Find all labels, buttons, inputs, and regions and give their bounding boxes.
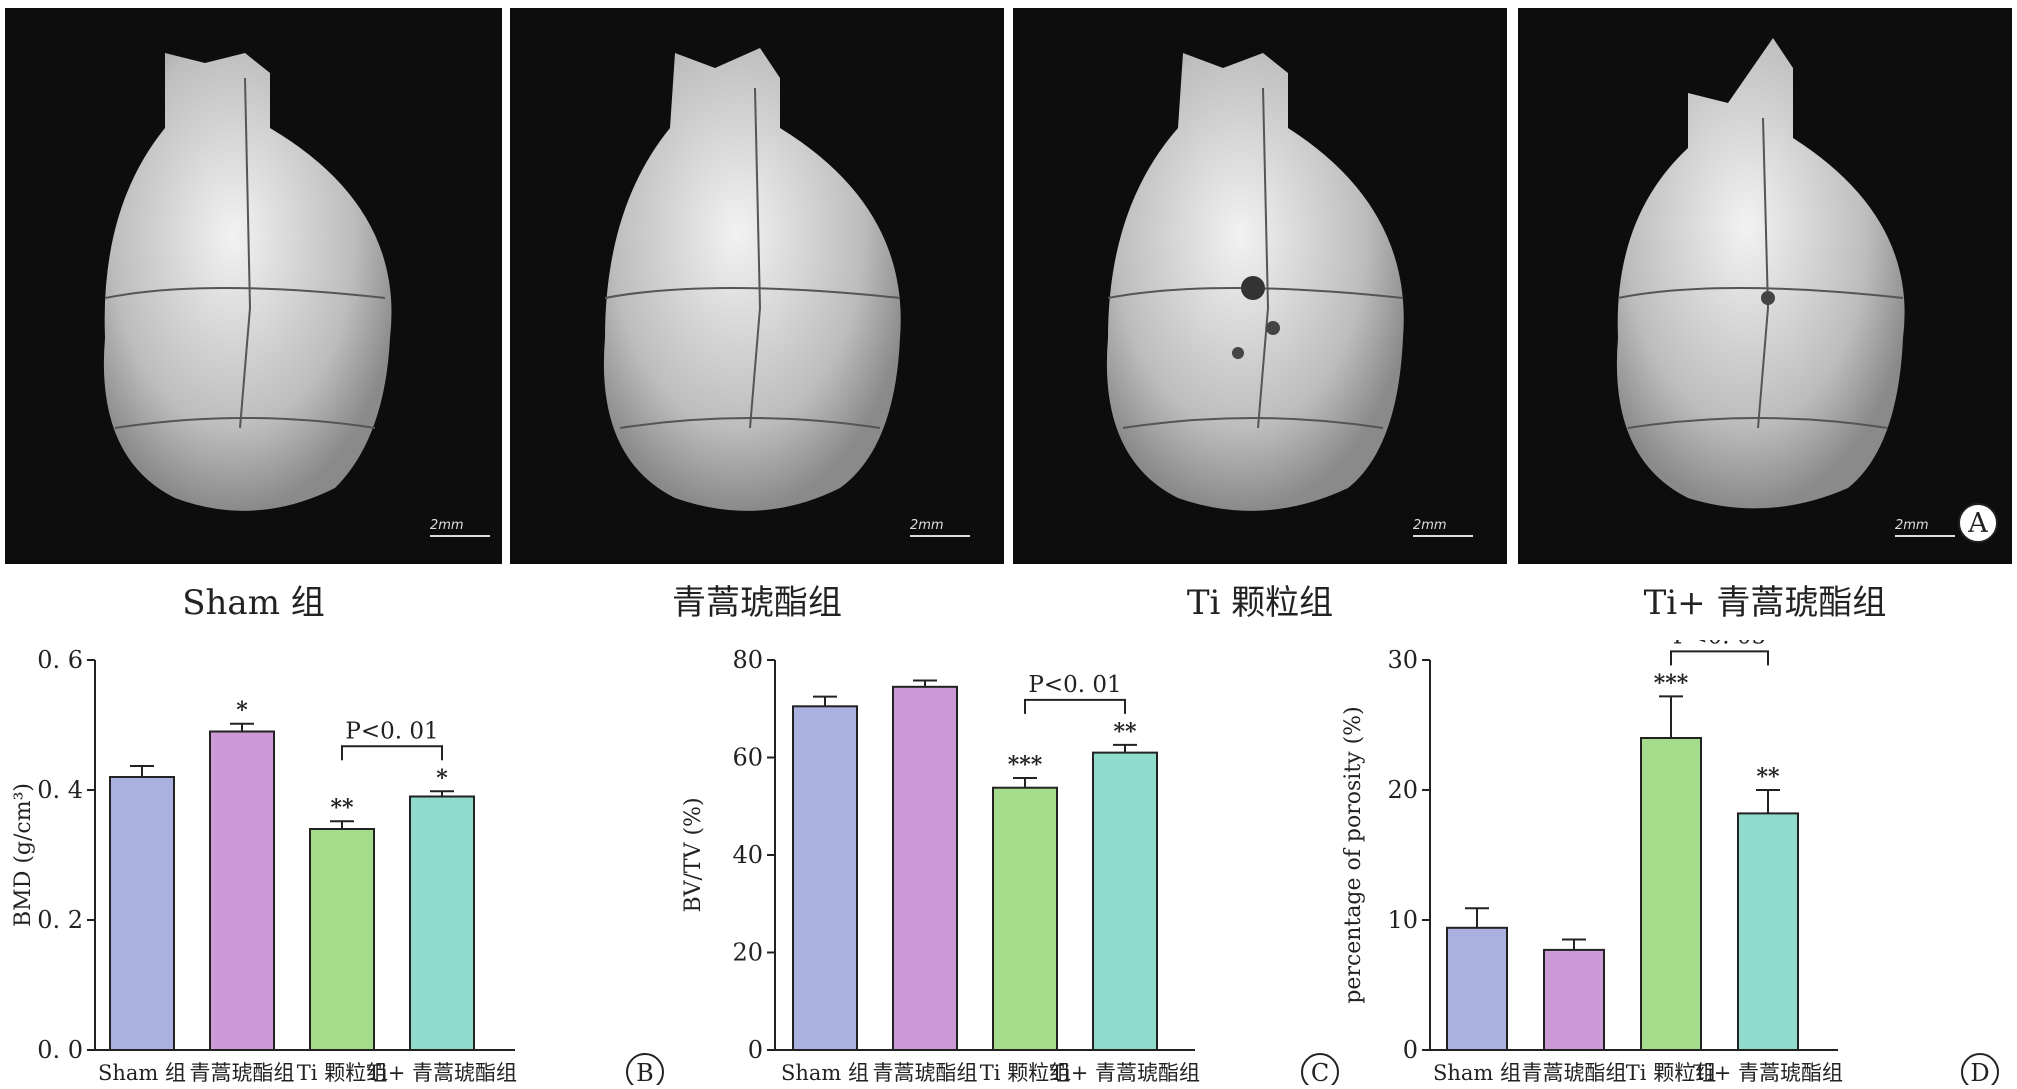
scale-bar: 2mm bbox=[1413, 518, 1473, 537]
bar bbox=[209, 730, 275, 1051]
significance-marker: * bbox=[436, 765, 448, 791]
image-caption-artesunate: 青蒿琥酯组 bbox=[672, 583, 842, 623]
significance-marker: *** bbox=[1008, 752, 1043, 778]
significance-marker: *** bbox=[1654, 670, 1689, 696]
skull-render bbox=[103, 53, 392, 511]
panel-label: B bbox=[636, 1059, 654, 1085]
bracket-label: P<0. 01 bbox=[345, 718, 438, 744]
category-label: Ti 颗粒组 bbox=[297, 1061, 387, 1085]
y-tick-label: 0. 6 bbox=[37, 646, 83, 674]
y-tick-label: 0. 2 bbox=[37, 906, 83, 934]
panel-label-badge bbox=[626, 1053, 664, 1089]
bar-chart-bv-tv: 0 20 40 60 80 BV/TV (%) Sham 组青蒿琥酯组 *** Ti 颗粒组 **… bbox=[681, 646, 1339, 1089]
y-tick-label: 0. 0 bbox=[37, 1036, 83, 1064]
category-label: Ti 颗粒组 bbox=[1626, 1061, 1716, 1085]
micro-ct-image-sham bbox=[5, 8, 502, 564]
category-label: Ti+ 青蒿琥酯组 bbox=[367, 1061, 517, 1085]
panel-label-badge bbox=[1961, 1053, 1999, 1089]
y-tick-label: 10 bbox=[1387, 906, 1418, 934]
bar bbox=[1446, 926, 1508, 1051]
y-tick-label: 0 bbox=[1403, 1036, 1418, 1064]
bar-chart-porosity: 0 10 20 30 percentage of porosity (%) Sham 组青… bbox=[1341, 623, 1999, 1089]
bracket-label: P<0. 01 bbox=[1028, 672, 1121, 698]
y-tick-label: 60 bbox=[732, 744, 763, 772]
bar bbox=[1737, 812, 1799, 1051]
scale-bar: 2mm bbox=[430, 518, 490, 537]
category-label: 青蒿琥酯组 bbox=[190, 1061, 295, 1085]
bar bbox=[1640, 737, 1702, 1051]
y-tick-label: 40 bbox=[732, 841, 763, 869]
y-tick-label: 80 bbox=[732, 646, 763, 674]
category-label: 青蒿琥酯组 bbox=[873, 1061, 978, 1085]
category-label: Sham 组 bbox=[1433, 1061, 1521, 1085]
category-label: 青蒿琥酯组 bbox=[1522, 1061, 1627, 1085]
bar bbox=[992, 786, 1058, 1051]
bar bbox=[1092, 751, 1158, 1051]
y-axis-label: BV/TV (%) bbox=[681, 797, 706, 912]
chart-bmd: 0. 0 0. 2 0. 4 0. 6 BMD (g/cm³) Sham 组 * 青蒿琥酯组 *… bbox=[0, 640, 680, 1089]
skull-render bbox=[1106, 53, 1404, 511]
panel-label: D bbox=[1970, 1059, 1989, 1085]
category-label: Sham 组 bbox=[98, 1061, 186, 1085]
significance-marker: ** bbox=[330, 795, 354, 821]
panel-label: C bbox=[1311, 1059, 1329, 1085]
bar bbox=[792, 705, 858, 1051]
bar bbox=[109, 776, 175, 1051]
y-axis-label: BMD (g/cm³) bbox=[11, 783, 36, 927]
micro-ct-image-ti-artesunate bbox=[1518, 8, 2012, 564]
image-caption-sham: Sham 组 bbox=[182, 583, 325, 623]
significance-marker: ** bbox=[1113, 719, 1137, 745]
image-caption-ti-artesunate: Ti+ 青蒿琥酯组 bbox=[1643, 583, 1887, 623]
y-axis-label: percentage of porosity (%) bbox=[1341, 706, 1366, 1003]
bar-chart-bmd: 0. 0 0. 2 0. 4 0. 6 BMD (g/cm³) Sham 组 * 青蒿琥酯组 *… bbox=[11, 646, 664, 1089]
scale-bar: 2mm bbox=[910, 518, 970, 537]
y-tick-label: 20 bbox=[732, 939, 763, 967]
image-caption-ti: Ti 颗粒组 bbox=[1186, 583, 1334, 623]
chart-bv-tv: 0 20 40 60 80 BV/TV (%) Sham 组青蒿琥酯组 *** Ti 颗粒组 **… bbox=[670, 640, 1350, 1089]
skull-render bbox=[1616, 38, 1905, 509]
panel-label-a: A bbox=[1958, 503, 1998, 543]
y-tick-label: 0. 4 bbox=[37, 776, 83, 804]
category-label: Ti 颗粒组 bbox=[980, 1061, 1070, 1085]
bar bbox=[892, 685, 958, 1051]
micro-ct-image-ti bbox=[1013, 8, 1507, 564]
category-label: Ti+ 青蒿琥酯组 bbox=[1693, 1061, 1843, 1085]
significance-bracket bbox=[341, 745, 443, 761]
scale-bar: 2mm bbox=[1895, 518, 1955, 537]
y-tick-label: 0 bbox=[748, 1036, 763, 1064]
category-label: Sham 组 bbox=[781, 1061, 869, 1085]
bar bbox=[1543, 948, 1605, 1051]
bar bbox=[409, 795, 475, 1051]
bar bbox=[309, 828, 375, 1051]
significance-bracket bbox=[1024, 698, 1126, 714]
micro-ct-image-artesunate bbox=[510, 8, 1004, 564]
category-label: Ti+ 青蒿琥酯组 bbox=[1050, 1061, 1200, 1085]
skull-render bbox=[603, 48, 901, 511]
significance-marker: * bbox=[236, 698, 248, 724]
y-tick-label: 20 bbox=[1387, 776, 1418, 804]
significance-bracket bbox=[1670, 650, 1769, 666]
bracket-label: P<0. 05 bbox=[1673, 640, 1766, 649]
y-tick-label: 30 bbox=[1387, 646, 1418, 674]
panel-label-badge bbox=[1301, 1053, 1339, 1089]
chart-porosity: 0 10 20 30 percentage of porosity (%) Sham 组青… bbox=[1330, 623, 2010, 1089]
significance-marker: ** bbox=[1756, 764, 1780, 790]
